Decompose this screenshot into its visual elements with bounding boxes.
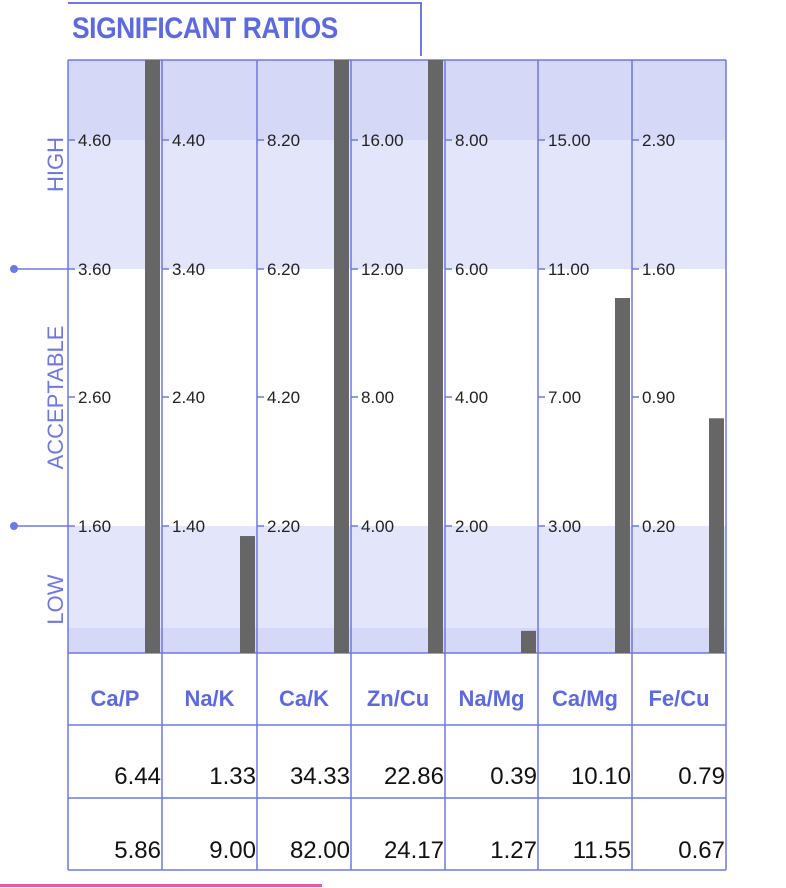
- tick-label: 16.00: [361, 131, 404, 150]
- zone-label-acceptable: ACCEPTABLE: [43, 326, 68, 470]
- bar-na-k: [240, 536, 255, 653]
- zone-divider-dot: [10, 522, 18, 530]
- bar-zn-cu: [428, 60, 443, 653]
- tick-label: 3.00: [548, 517, 581, 536]
- table-value-row-1: 6.44: [114, 763, 161, 790]
- tick-label: 15.00: [548, 131, 591, 150]
- tick-label: 2.30: [642, 131, 675, 150]
- bar-ca-p: [145, 60, 160, 653]
- chart-title: SIGNIFICANT RATIOS: [72, 12, 338, 45]
- tick-label: 8.00: [361, 388, 394, 407]
- category-label: Fe/Cu: [648, 686, 709, 711]
- tick-label: 4.00: [361, 517, 394, 536]
- zone-label-high: HIGH: [43, 137, 68, 192]
- tick-label: 0.20: [642, 517, 675, 536]
- table-value-row-2: 82.00: [290, 837, 350, 864]
- tick-label: 12.00: [361, 260, 404, 279]
- table-value-row-2: 5.86: [114, 837, 161, 864]
- tick-label: 1.60: [642, 260, 675, 279]
- table-value-row-2: 9.00: [209, 837, 256, 864]
- tick-label: 3.40: [172, 260, 205, 279]
- tick-label: 2.00: [455, 517, 488, 536]
- table-value-row-1: 34.33: [290, 763, 350, 790]
- tick-label: 1.40: [172, 517, 205, 536]
- tick-label: 3.60: [78, 260, 111, 279]
- table-value-row-2: 24.17: [384, 837, 444, 864]
- zone-label-low: LOW: [43, 574, 68, 624]
- high-zone-top: [68, 60, 726, 140]
- category-label: Ca/K: [279, 686, 329, 711]
- tick-label: 4.40: [172, 131, 205, 150]
- table-value-row-1: 22.86: [384, 763, 444, 790]
- tick-label: 2.40: [172, 388, 205, 407]
- zone-divider-dot: [10, 265, 18, 273]
- table-value-row-1: 1.33: [209, 763, 256, 790]
- tick-label: 7.00: [548, 388, 581, 407]
- tick-label: 8.20: [267, 131, 300, 150]
- tick-label: 4.00: [455, 388, 488, 407]
- table-value-row-2: 1.27: [490, 837, 537, 864]
- tick-label: 2.20: [267, 517, 300, 536]
- bar-ca-k: [334, 60, 349, 653]
- category-label: Ca/P: [91, 686, 140, 711]
- category-label: Zn/Cu: [367, 686, 429, 711]
- title-frame: [68, 2, 422, 56]
- table-value-row-1: 10.10: [571, 763, 631, 790]
- table-value-row-2: 0.67: [678, 837, 725, 864]
- bar-ca-mg: [615, 298, 630, 653]
- tick-label: 8.00: [455, 131, 488, 150]
- tick-label: 2.60: [78, 388, 111, 407]
- tick-label: 4.20: [267, 388, 300, 407]
- category-label: Ca/Mg: [552, 686, 618, 711]
- category-label: Na/K: [184, 686, 234, 711]
- tick-label: 6.20: [267, 260, 300, 279]
- tick-label: 0.90: [642, 388, 675, 407]
- table-value-row-1: 0.39: [490, 763, 537, 790]
- table-value-row-2: 11.55: [573, 837, 631, 864]
- tick-label: 1.60: [78, 517, 111, 536]
- tick-label: 6.00: [455, 260, 488, 279]
- category-label: Na/Mg: [459, 686, 525, 711]
- footer-accent-line: [0, 884, 322, 887]
- bar-na-mg: [521, 630, 536, 653]
- table-value-row-1: 0.79: [678, 763, 725, 790]
- tick-label: 4.60: [78, 131, 111, 150]
- tick-label: 11.00: [548, 260, 589, 279]
- bar-fe-cu: [709, 418, 724, 653]
